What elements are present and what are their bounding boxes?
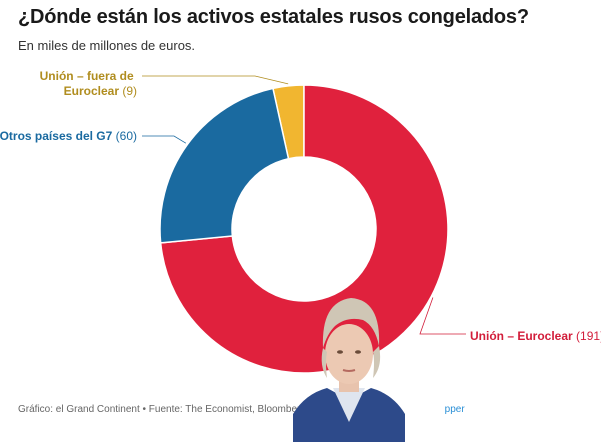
- label-euroclear-line: Unión – Euroclear (191): [470, 329, 601, 343]
- label-outside-euroclear-line2-group: Euroclear (9): [64, 84, 137, 98]
- label-g7: Otros países del G7 (60): [0, 129, 137, 143]
- footer-credits: Gráfico: el Grand Continent • Fuente: Th…: [18, 404, 337, 415]
- label-outside-euroclear-line2: Euroclear: [64, 84, 120, 98]
- label-outside-euroclear-value: (9): [122, 84, 137, 98]
- chart-subtitle: En miles de millones de euros.: [18, 38, 196, 53]
- label-leader-lines: [142, 75, 466, 335]
- leader-euroclear: [419, 297, 466, 335]
- leader-outside-euroclear: [142, 75, 289, 85]
- label-euroclear: Unión – Euroclear (191): [470, 329, 601, 343]
- label-euroclear-name: Unión – Euroclear: [470, 329, 573, 343]
- label-g7-value: (60): [116, 129, 137, 143]
- label-euroclear-value: (191): [576, 329, 601, 343]
- portrait-photo: [293, 282, 405, 442]
- label-outside-euroclear: Unión – fuera de Euroclear (9): [40, 69, 137, 98]
- slice-g7: [159, 87, 290, 244]
- slice-euroclear: [159, 84, 449, 374]
- donut-slices: [159, 84, 449, 374]
- chart-title: ¿Dónde están los activos estatales rusos…: [18, 6, 529, 28]
- footer-link-tail: pper: [444, 404, 465, 415]
- label-g7-name: Otros países del G7: [0, 129, 113, 143]
- leader-g7: [142, 135, 187, 144]
- chart-footer: Gráfico: el Grand Continent • Fuente: Th…: [18, 404, 465, 415]
- label-outside-euroclear-line1: Unión – fuera de: [40, 69, 134, 83]
- label-g7-line: Otros países del G7 (60): [0, 129, 137, 143]
